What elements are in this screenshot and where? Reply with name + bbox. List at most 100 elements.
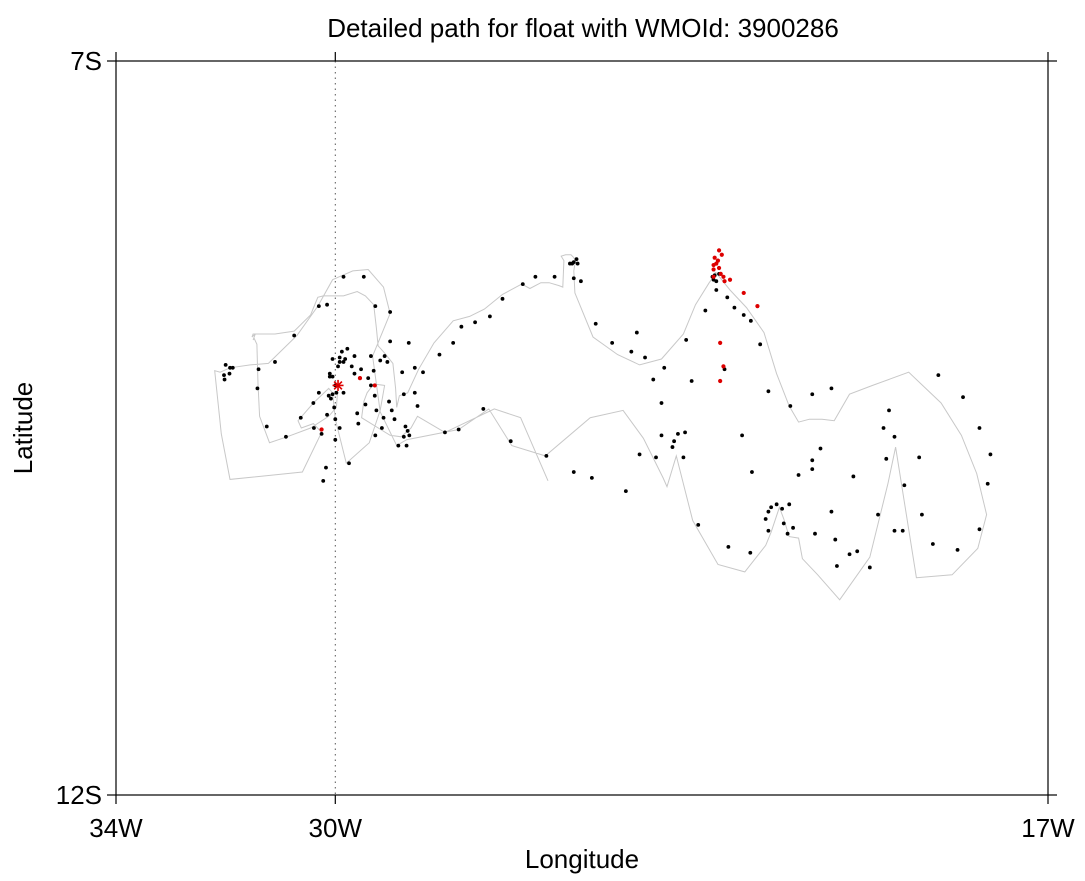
trajectory-line [214,254,988,601]
position-point [473,320,477,325]
position-point [352,354,357,358]
position-point [256,367,261,372]
position-point [374,408,379,413]
position-point [936,373,941,378]
position-point [571,276,576,281]
position-point [740,433,744,438]
position-point [401,392,406,397]
position-point [327,374,332,379]
position-point [330,374,335,379]
position-point [758,342,763,347]
position-point [356,421,361,426]
position-point [571,470,576,474]
position-point [337,426,342,430]
position-point [810,458,815,463]
position-point [508,439,513,444]
position-point [568,261,572,266]
position-point [818,446,823,451]
position-point [401,434,406,439]
position-point [311,401,316,405]
position-point [352,371,357,376]
position-point [330,357,335,361]
position-point [403,424,408,429]
position-point [676,431,680,436]
highlight-point [718,378,723,384]
position-point [334,390,339,395]
position-point [459,324,464,329]
position-point [623,489,628,494]
position-point [855,549,860,554]
position-point [500,296,505,301]
position-point [292,333,297,338]
position-point [977,527,982,532]
position-point [689,379,694,383]
position-point [902,483,907,488]
highlight-point [718,340,723,345]
position-point [481,407,486,411]
position-point [988,452,993,457]
position-point [363,402,368,407]
position-point [766,389,771,394]
position-point [396,443,401,448]
position-point [388,339,393,344]
highlight-point [741,290,746,296]
position-point [392,417,397,422]
position-point [421,370,425,375]
position-point [341,360,346,364]
position-point [780,506,785,511]
position-point [887,408,891,413]
position-point [833,537,838,542]
position-point [316,304,321,309]
position-point [333,417,338,422]
start-marker-stroke [333,380,343,390]
position-point [610,340,615,345]
highlight-point [721,274,726,279]
position-point [750,470,754,474]
position-point [593,321,598,326]
x-tick-label: 30W [309,813,363,843]
x-tick-label: 34W [89,813,143,843]
position-point [544,453,549,458]
position-point [412,365,417,370]
position-point [355,411,360,416]
position-point [629,349,634,354]
position-point [327,371,332,376]
position-point [732,305,737,310]
position-point [264,424,269,429]
position-point [412,390,417,395]
position-point [637,452,642,457]
position-point [337,355,342,360]
position-point [406,340,411,345]
position-point [372,393,377,398]
highlight-point [319,427,324,432]
position-point [382,354,387,358]
highlight-point [711,274,716,279]
position-point [589,476,594,480]
position-point [829,509,834,514]
highlight-point [372,383,377,388]
position-point [284,434,288,439]
position-point [810,392,815,397]
position-point [662,365,667,370]
position-point [336,364,340,369]
position-point [456,427,461,432]
position-point [369,383,373,388]
position-point [298,415,303,420]
position-point [451,340,456,345]
position-point [651,377,656,382]
x-axis-label: Longitude [525,844,639,874]
position-point [763,517,768,521]
position-point [930,542,935,546]
chart-title: Detailed path for float with WMOId: 3900… [327,13,839,43]
position-point [884,456,889,461]
highlight-point [755,304,760,309]
position-point [333,437,338,442]
position-point [696,522,701,527]
position-point [371,368,376,373]
position-point [345,346,350,351]
highlight-point [716,248,722,253]
position-point [703,308,708,313]
position-point [359,367,363,372]
position-point [748,550,753,555]
